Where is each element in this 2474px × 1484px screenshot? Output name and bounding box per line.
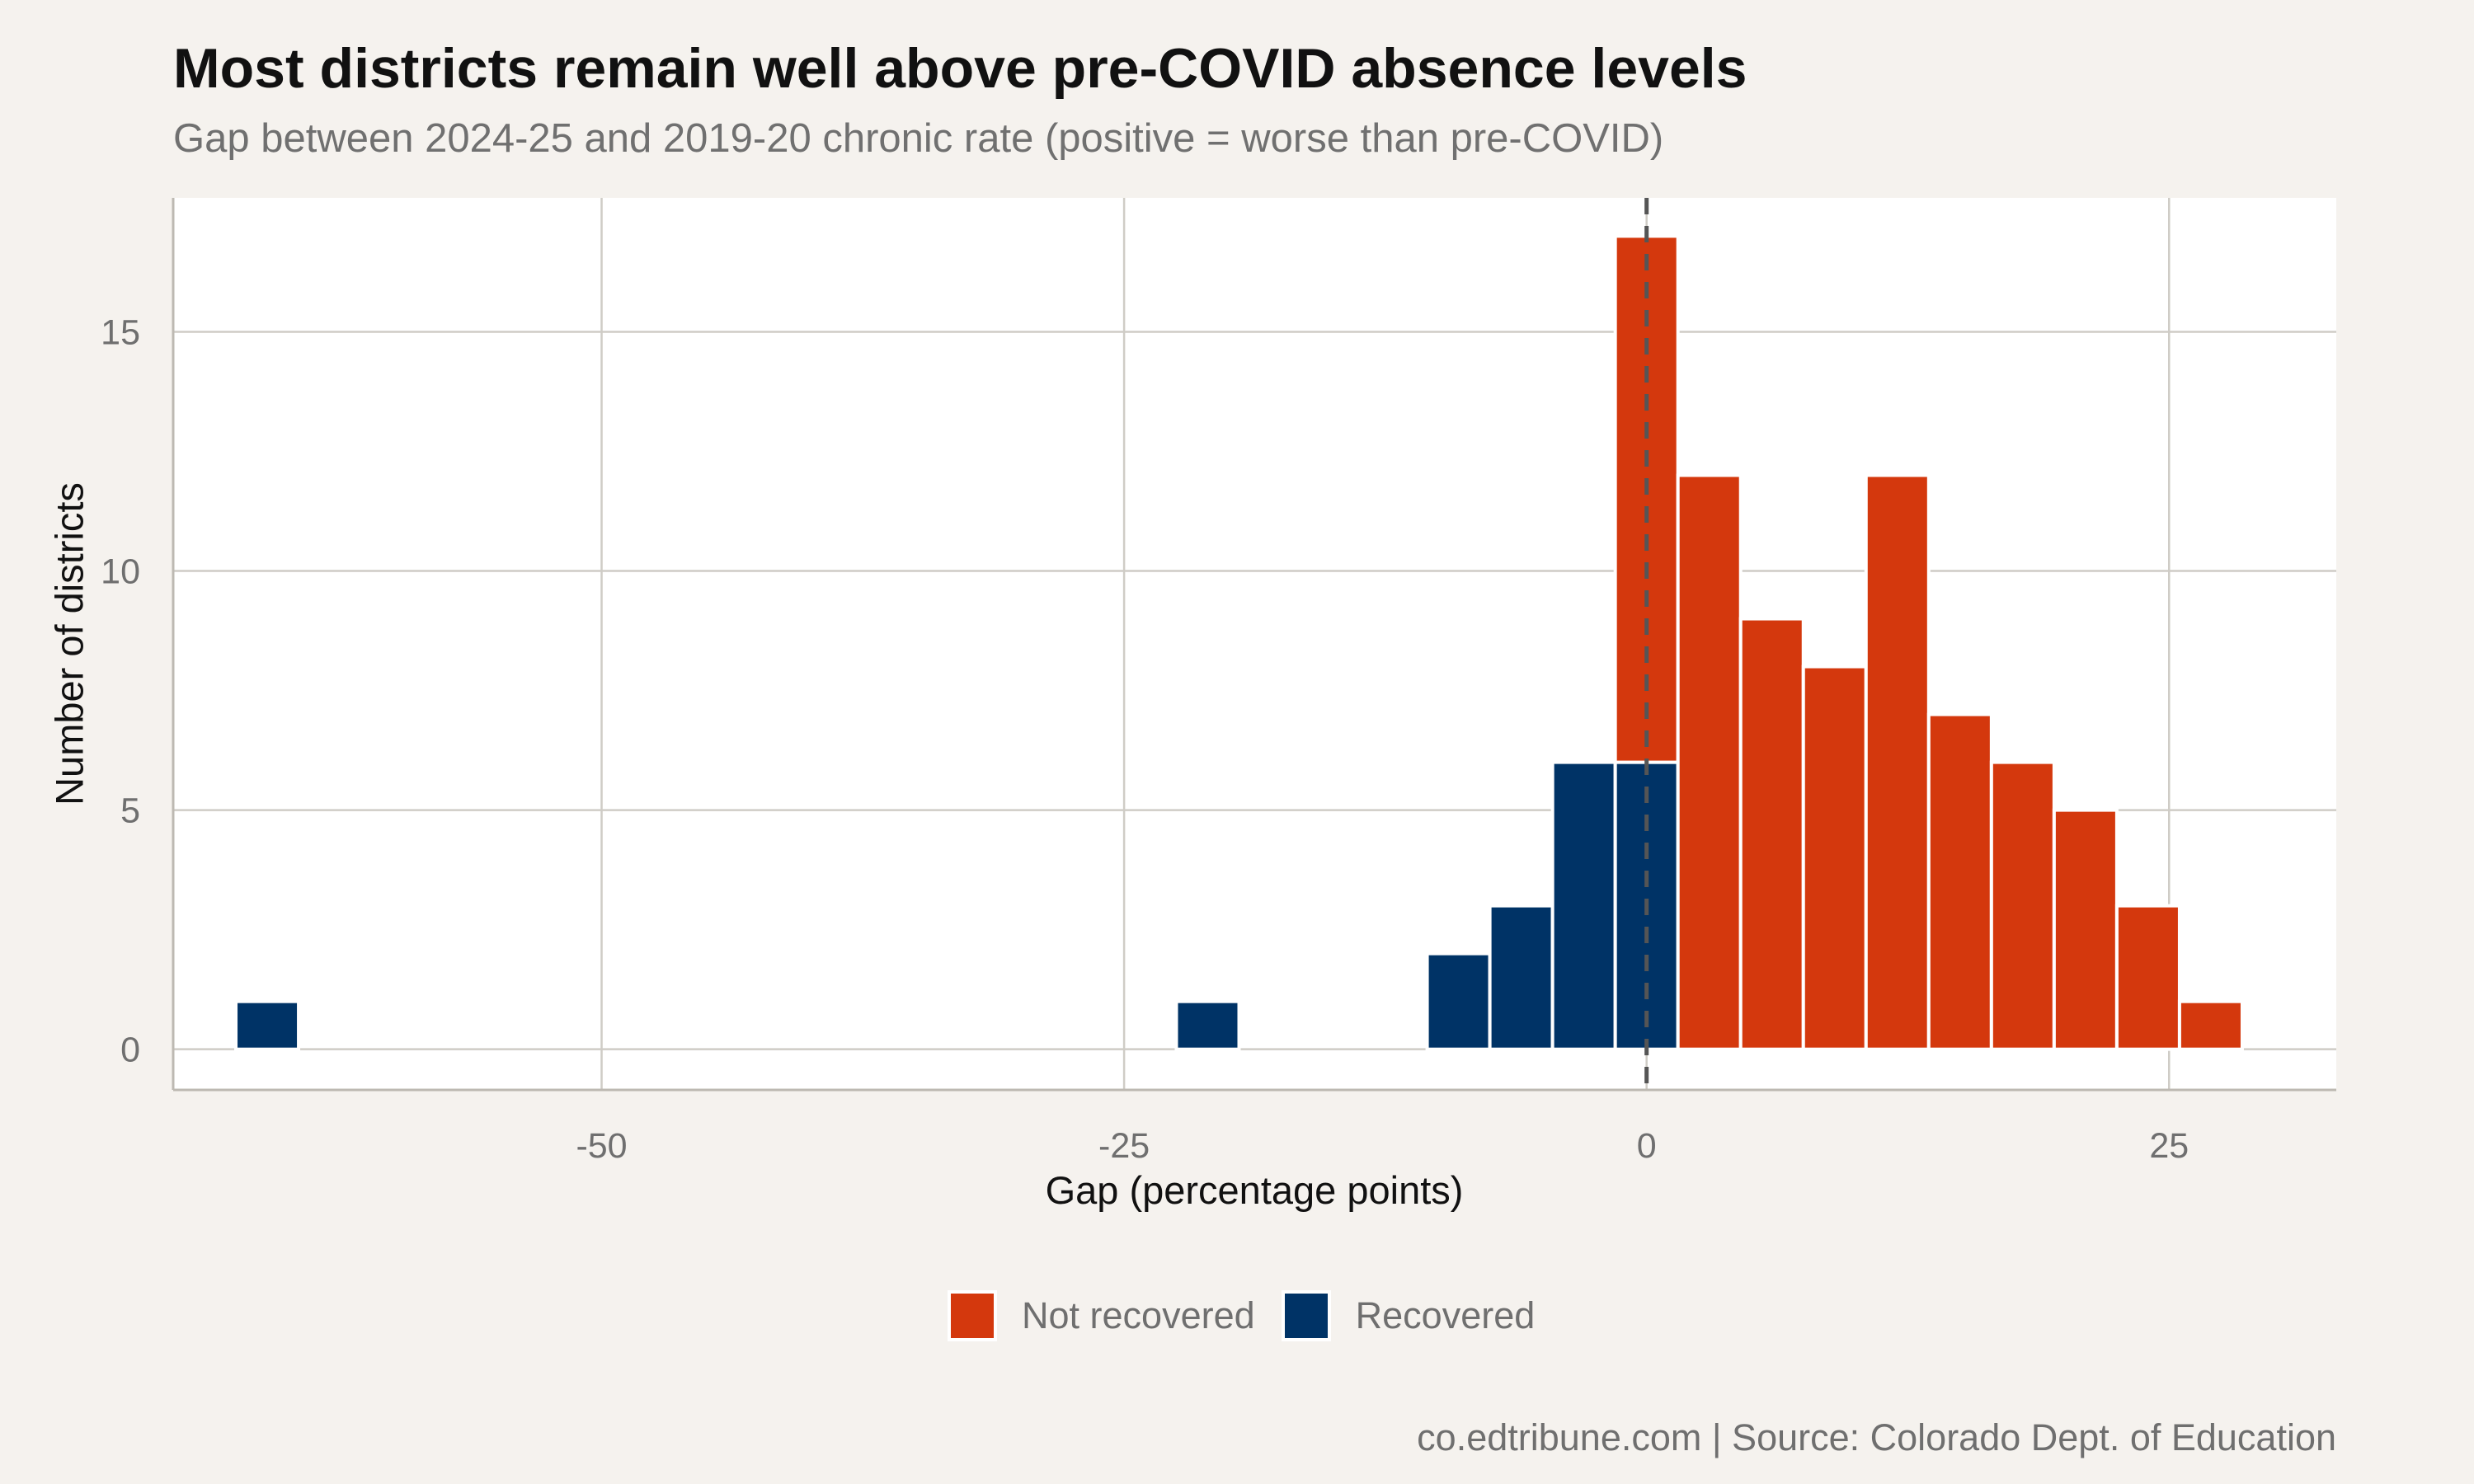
y-axis-title: Number of districts	[47, 482, 91, 805]
legend-label-recovered: Recovered	[1355, 1294, 1536, 1336]
legend-item-recovered: Recovered	[1281, 1290, 1536, 1341]
bar-not-recovered-1	[1676, 473, 1743, 1051]
bar-recovered-1	[1174, 999, 1241, 1051]
x-tick-label-3: 25	[2149, 1126, 2189, 1166]
bar-not-recovered-4	[1864, 473, 1931, 1051]
legend: Not recovered Recovered	[948, 1290, 1561, 1341]
bar-not-recovered-2	[1738, 617, 1805, 1051]
y-tick-label-1: 5	[120, 791, 140, 831]
legend-label-not-recovered: Not recovered	[1022, 1294, 1255, 1336]
bar-recovered-3	[1488, 904, 1554, 1051]
source-caption: co.edtribune.com | Source: Colorado Dept…	[1417, 1416, 2336, 1458]
x-tick-label-1: -25	[1098, 1126, 1150, 1166]
chart-title: Most districts remain well above pre-COV…	[173, 37, 1747, 100]
y-tick-labels: 0 5 10 15	[101, 312, 140, 1069]
legend-item-not-recovered: Not recovered	[948, 1290, 1255, 1341]
x-tick-label-2: 0	[1637, 1126, 1657, 1166]
legend-key-recovered	[1281, 1290, 1331, 1341]
x-tick-labels: -50 -25 0 25	[576, 1126, 2189, 1166]
bar-not-recovered-6	[1989, 760, 2056, 1051]
bar-recovered-2	[1425, 951, 1492, 1051]
x-axis-title: Gap (percentage points)	[1046, 1168, 1464, 1212]
chart-subtitle: Gap between 2024-25 and 2019-20 chronic …	[173, 116, 1664, 161]
bar-recovered-0	[234, 999, 301, 1051]
y-tick-label-3: 15	[101, 312, 140, 352]
legend-key-not-recovered	[948, 1290, 997, 1341]
bar-not-recovered-5	[1926, 712, 1993, 1051]
y-tick-label-2: 10	[101, 552, 140, 592]
axes	[172, 198, 2336, 1092]
bar-not-recovered-8	[2114, 904, 2181, 1051]
y-tick-label-0: 0	[120, 1031, 140, 1070]
bar-not-recovered-9	[2177, 999, 2244, 1051]
bar-not-recovered-3	[1801, 665, 1868, 1051]
bar-recovered-4	[1550, 760, 1617, 1051]
bar-not-recovered-7	[2052, 808, 2119, 1051]
x-tick-label-0: -50	[576, 1126, 627, 1166]
